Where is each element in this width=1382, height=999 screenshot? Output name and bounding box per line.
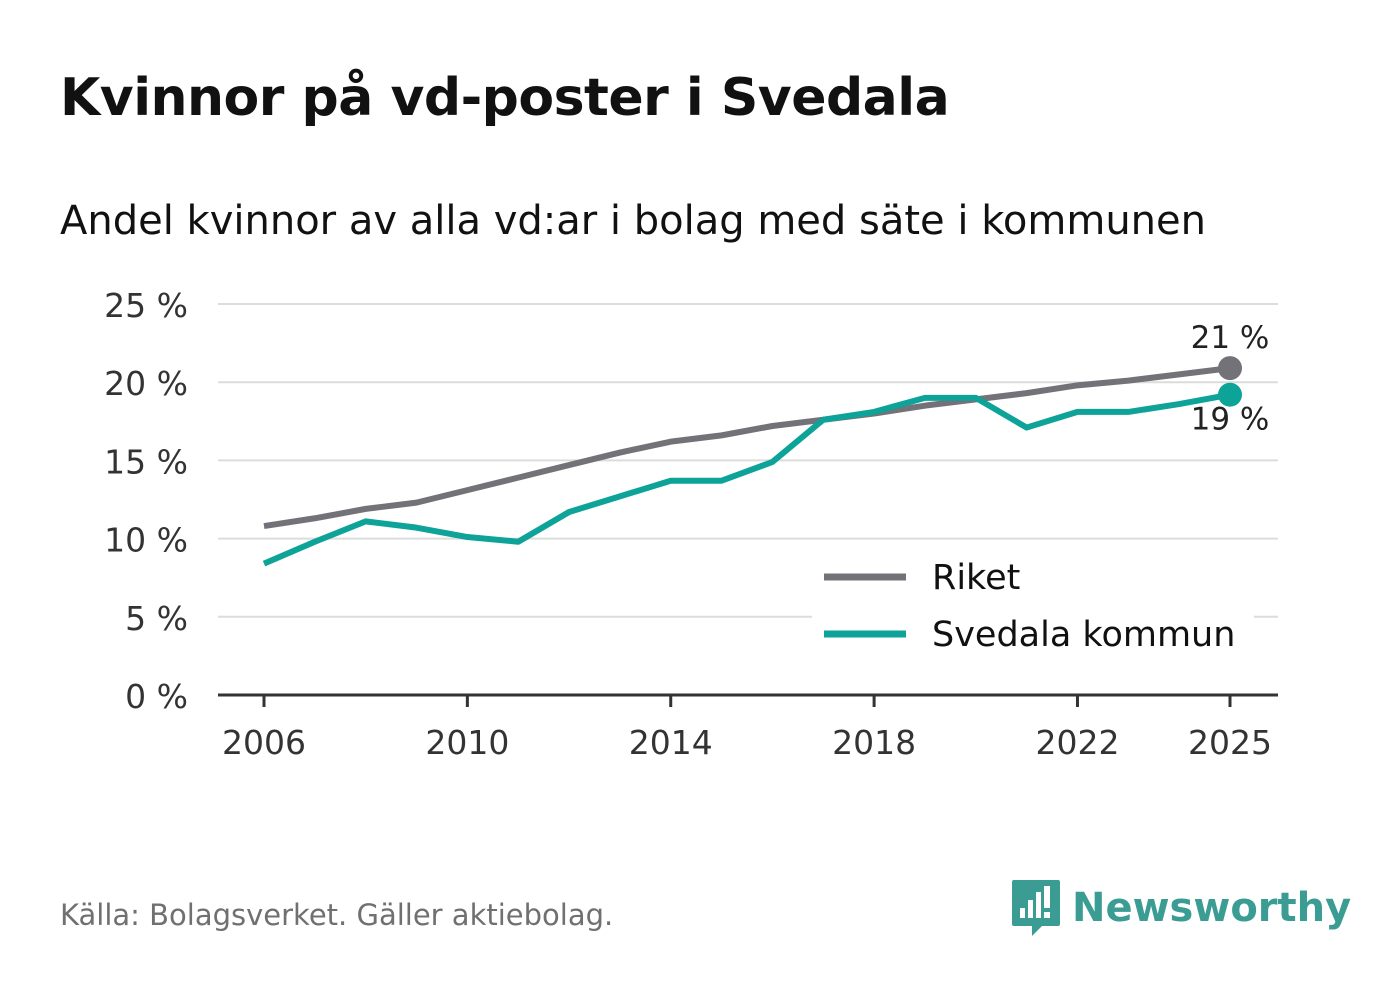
- y-tick-label: 20 %: [104, 364, 188, 403]
- end-label-riket: 21 %: [1191, 320, 1270, 356]
- legend-box: [812, 548, 1254, 666]
- y-tick-label: 15 %: [104, 442, 188, 481]
- end-marker-riket: [1218, 356, 1242, 381]
- x-tick-label: 2025: [1188, 723, 1272, 762]
- end-marker-svedala: [1218, 382, 1242, 407]
- x-tick-label: 2018: [832, 723, 916, 762]
- source-note: Källa: Bolagsverket. Gäller aktiebolag.: [60, 898, 614, 932]
- y-tick-label: 25 %: [104, 286, 188, 325]
- y-tick-label: 5 %: [125, 599, 188, 638]
- x-tick-label: 2014: [629, 723, 713, 762]
- y-tick-label: 10 %: [104, 521, 188, 560]
- y-tick-label: 0 %: [125, 677, 188, 716]
- end-label-svedala: 19 %: [1191, 402, 1270, 438]
- legend-label-svedala: Svedala kommun: [932, 615, 1235, 655]
- legend-label-riket: Riket: [932, 558, 1020, 598]
- x-tick-label: 2010: [425, 723, 509, 762]
- chart-subtitle: Andel kvinnor av alla vd:ar i bolag med …: [60, 198, 1206, 244]
- series-line-riket: [263, 365, 1231, 530]
- series-line-svedala: [262, 391, 1231, 567]
- brand-name: Newsworthy: [1072, 885, 1352, 931]
- chart-title: Kvinnor på vd-poster i Svedala: [60, 68, 950, 128]
- newsworthy-logo-icon: [1012, 880, 1060, 936]
- newsworthy-logo: Newsworthy: [1010, 878, 1351, 938]
- x-tick-label: 2006: [222, 723, 306, 762]
- x-tick-label: 2022: [1035, 723, 1119, 762]
